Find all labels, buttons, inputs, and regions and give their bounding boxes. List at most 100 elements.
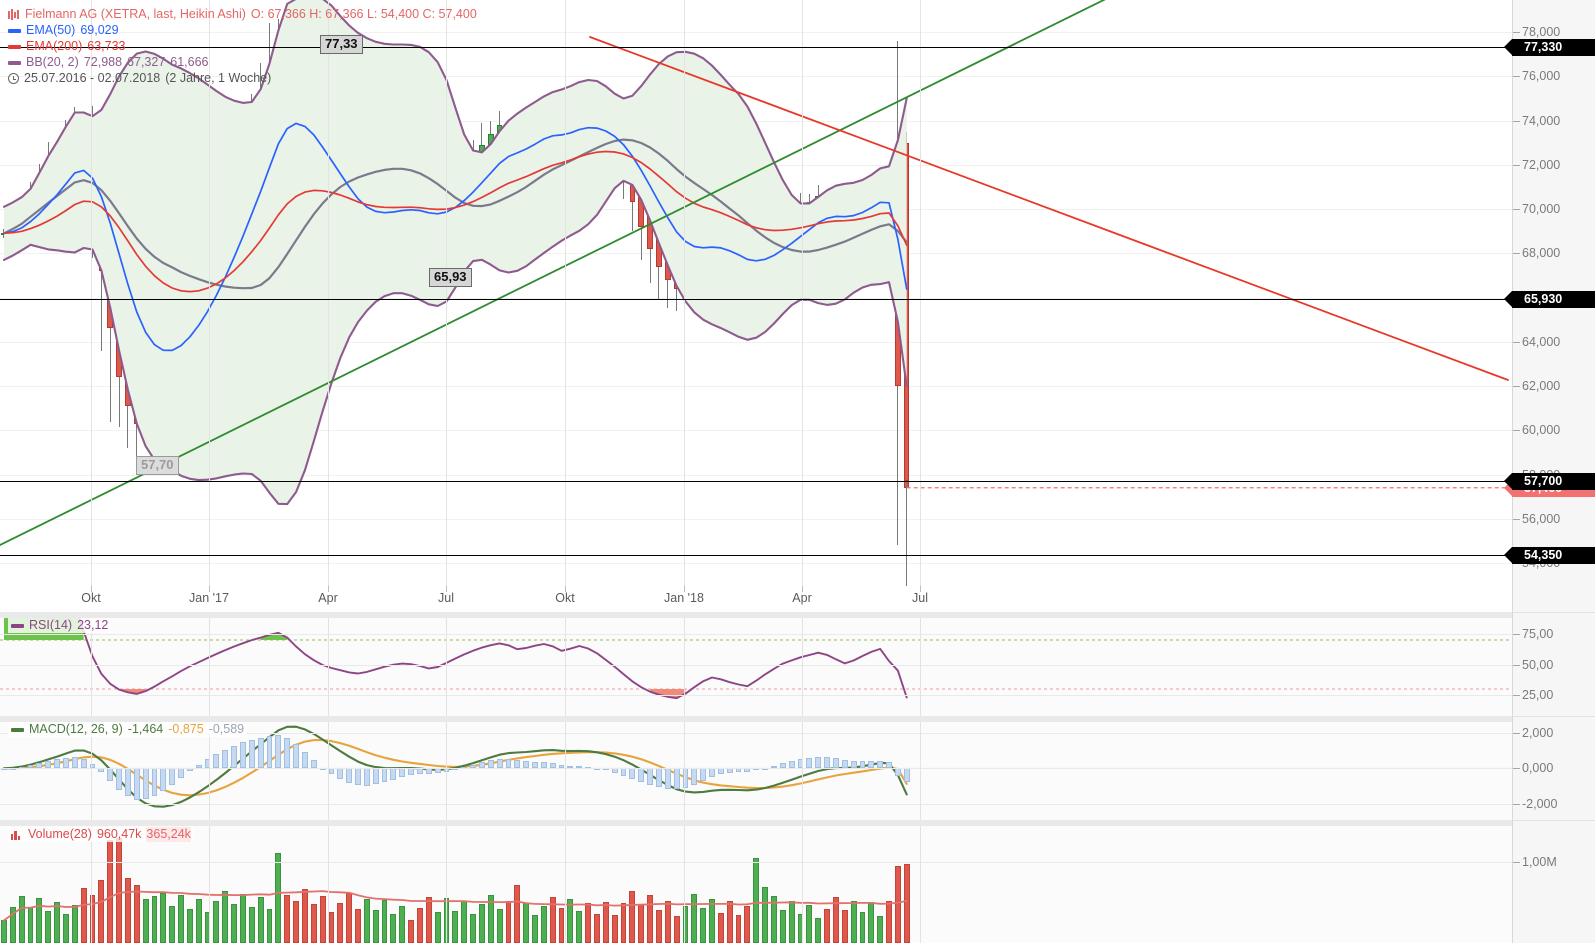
- bb-label: BB(20, 2): [26, 55, 79, 69]
- grid-line: [0, 862, 1512, 864]
- time-label: Okt: [81, 591, 101, 605]
- grid-line-vertical: [446, 0, 447, 586]
- price-tick: –62,000: [1513, 379, 1561, 393]
- macd-histogram-bar: [673, 768, 680, 790]
- rsi-pane[interactable]: [0, 618, 1512, 716]
- macd-histogram-bar: [71, 756, 78, 769]
- ema50-value: 69,029: [80, 23, 119, 37]
- rsi-legend-row[interactable]: RSI(14) 23,12: [8, 618, 112, 633]
- macd-histogram-bar: [266, 736, 273, 769]
- grid-line: [0, 803, 1512, 805]
- price-line-tag[interactable]: 65,930: [1504, 291, 1595, 309]
- macd-hist-value: -0,589: [208, 722, 245, 736]
- volume-bar: [266, 908, 273, 943]
- grid-line-vertical: [684, 0, 685, 586]
- macd-histogram-bar: [638, 768, 645, 783]
- grid-line-vertical: [328, 0, 329, 586]
- grid-line-vertical: [209, 722, 210, 820]
- price-tick: –74,000: [1513, 113, 1561, 128]
- macd-histogram-bar: [301, 751, 308, 769]
- macd-histogram-bar: [54, 759, 60, 769]
- macd-histogram-bar: [567, 765, 574, 769]
- macd-tick: –0,000: [1513, 761, 1554, 776]
- volume-legend: Volume(28) 960,47k 365,24k: [8, 827, 194, 843]
- macd-histogram-bar: [629, 768, 636, 779]
- volume-bar: [514, 884, 521, 943]
- bollinger-upper-line: [2, 0, 908, 208]
- macd-tick: –2,000: [1513, 725, 1554, 740]
- macd-histogram-bar: [903, 768, 910, 783]
- macd-histogram-bar: [620, 768, 627, 776]
- volume-bar: [363, 898, 370, 943]
- macd-legend: MACD(12, 26, 9) -1,464 -0,875 -0,589: [8, 722, 248, 738]
- grid-line-vertical: [920, 826, 921, 943]
- bollinger-band-fill: [4, 0, 907, 505]
- macd-legend-row[interactable]: MACD(12, 26, 9) -1,464 -0,875 -0,589: [8, 722, 248, 737]
- volume-bars-icon: [11, 830, 23, 840]
- macd-pane[interactable]: [0, 722, 1512, 820]
- volume-bar: [806, 904, 813, 943]
- time-tick: [565, 586, 566, 592]
- grid-line-vertical: [91, 618, 92, 716]
- legend-bb-row[interactable]: BB(20, 2) 72,988 67,327 61,666: [8, 55, 477, 70]
- volume-bar: [231, 903, 237, 943]
- grid-line: [0, 664, 1512, 666]
- grid-line-vertical: [446, 618, 447, 716]
- time-tick: [802, 586, 803, 592]
- macd-line: [2, 725, 908, 808]
- macd-histogram-bar: [894, 768, 901, 777]
- volume-legend-row[interactable]: Volume(28) 960,47k 365,24k: [8, 827, 194, 842]
- macd-histogram-bar: [169, 768, 176, 785]
- legend-range-row[interactable]: 25.07.2016 - 02.07.2018 (2 Jahre, 1 Woch…: [8, 71, 477, 86]
- grid-line-vertical: [684, 826, 685, 943]
- ema200-color-swatch: [8, 44, 21, 49]
- price-line-label[interactable]: 77,33: [320, 35, 363, 54]
- price-line-label[interactable]: 65,93: [429, 268, 472, 287]
- rsi-label: RSI(14): [29, 618, 73, 632]
- volume-bar: [89, 894, 96, 943]
- horizontal-price-line[interactable]: [0, 555, 1512, 557]
- grid-line: [0, 633, 1512, 635]
- descending-trendline-red: [589, 36, 1509, 381]
- scale-divider: [1513, 612, 1595, 613]
- macd-histogram-bar: [576, 766, 583, 769]
- legend-title-row[interactable]: Fielmann AG (XETRA, last, Heikin Ashi) O…: [8, 7, 477, 22]
- grid-line-vertical: [328, 722, 329, 820]
- volume-pane[interactable]: [0, 826, 1512, 943]
- legend-ema50-row[interactable]: EMA(50) 69,029: [8, 23, 477, 38]
- grid-line: [0, 474, 1512, 476]
- macd-signal-value: -0,875: [168, 722, 204, 736]
- volume-value: 960,47k: [96, 827, 142, 841]
- horizontal-price-line[interactable]: [0, 46, 1512, 48]
- macd-histogram-bar: [655, 768, 662, 788]
- price-tick: –64,000: [1513, 334, 1561, 349]
- grid-line-vertical: [209, 618, 210, 716]
- price-pane[interactable]: [0, 0, 1512, 586]
- macd-histogram-bar: [89, 764, 96, 769]
- grid-line-vertical: [446, 826, 447, 943]
- macd-histogram-bar: [27, 764, 34, 769]
- price-line-tag[interactable]: 57,700: [1504, 473, 1595, 491]
- legend-ema200-row[interactable]: EMA(200) 63,733: [8, 39, 477, 54]
- price-line-tag[interactable]: 77,330: [1504, 38, 1595, 56]
- volume-bar: [655, 909, 662, 943]
- price-tick: –68,000: [1513, 246, 1561, 261]
- price-scale[interactable]: –78,000 –76,000 –74,000 –72,000 –70,000 –68,0…: [1504, 0, 1595, 943]
- macd-histogram-bar: [886, 762, 892, 769]
- ema200-label: EMA(200): [26, 39, 83, 53]
- rsi-tick: –75,00: [1513, 626, 1554, 641]
- volume-bar: [284, 894, 291, 943]
- horizontal-price-line[interactable]: [0, 299, 1512, 301]
- time-axis[interactable]: Okt Jan '17 Apr Jul Okt Jan '18 Apr Jul: [0, 586, 1512, 612]
- time-tick: [920, 586, 921, 592]
- macd-histogram-bar: [381, 768, 388, 783]
- volume-bar: [850, 900, 857, 943]
- instrument-title[interactable]: Fielmann AG (XETRA, last, Heikin Ashi): [25, 7, 246, 21]
- volume-bar: [505, 900, 512, 943]
- horizontal-price-line[interactable]: [0, 481, 1512, 483]
- price-line-tag[interactable]: 54,350: [1504, 547, 1595, 565]
- macd-histogram-bar: [275, 735, 282, 769]
- grid-line: [0, 430, 1512, 432]
- price-line-label[interactable]: 57,70: [136, 456, 179, 475]
